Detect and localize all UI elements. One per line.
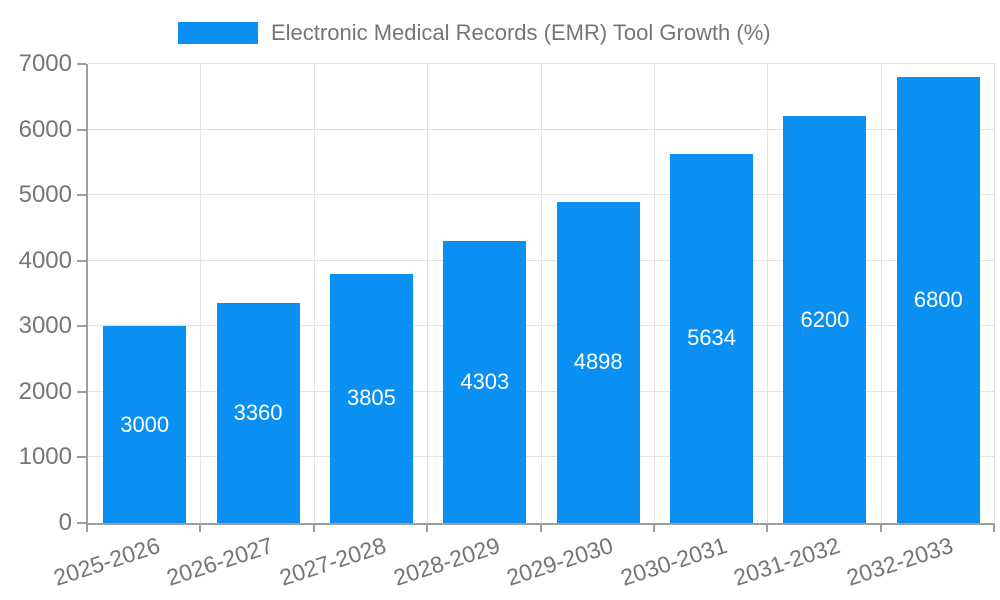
y-axis-label: 6000	[18, 115, 72, 143]
gridline-horizontal	[88, 128, 995, 130]
y-axis-tick	[77, 259, 86, 262]
gridline-horizontal	[88, 63, 995, 64]
y-axis-tick	[77, 128, 86, 131]
y-axis-tick	[77, 63, 86, 65]
bar[interactable]: 3805	[329, 273, 413, 523]
bar[interactable]: 3000	[103, 326, 187, 523]
bar-value-label: 4303	[460, 368, 510, 394]
y-axis-label: 3000	[18, 312, 72, 340]
bar-value-label: 3360	[233, 399, 283, 425]
legend-series-label: Electronic Medical Records (EMR) Tool Gr…	[271, 20, 771, 45]
gridline-vertical	[200, 64, 202, 523]
y-axis-label: 7000	[18, 50, 72, 77]
x-axis-tick	[652, 525, 655, 532]
x-axis-tick	[766, 525, 769, 532]
x-axis-tick	[879, 525, 882, 532]
y-axis-label: 5000	[18, 181, 72, 209]
y-axis-tick	[77, 325, 86, 328]
gridline-horizontal	[88, 259, 995, 261]
y-axis-label: 0	[58, 509, 72, 536]
x-axis-tick	[86, 525, 88, 532]
bar[interactable]: 4303	[443, 240, 527, 523]
gridline-vertical	[653, 64, 655, 523]
gridline-horizontal	[88, 456, 995, 458]
plot-area: 0 1000 2000 3000 4000 5000 6000 7000 3000 3360 380…	[19, 52, 995, 591]
bar-value-label: 5634	[687, 325, 737, 351]
bar-value-label: 3000	[120, 411, 170, 437]
gridline-vertical	[767, 64, 769, 523]
bar-value-label: 3805	[346, 385, 396, 411]
y-axis-tick	[77, 522, 86, 524]
x-axis-tick	[199, 525, 202, 532]
bar[interactable]: 3360	[216, 302, 300, 523]
y-axis-label: 1000	[18, 443, 72, 471]
bar[interactable]: 6800	[896, 77, 980, 523]
gridline-horizontal	[88, 325, 995, 327]
gridline-vertical	[880, 64, 882, 523]
legend-color-swatch	[178, 22, 258, 44]
bar[interactable]: 5634	[670, 153, 754, 523]
x-axis-tick	[312, 525, 315, 532]
y-axis-tick	[77, 194, 86, 197]
bar-value-label: 4898	[573, 349, 623, 375]
legend-item[interactable]: Electronic Medical Records (EMR) Tool Gr…	[178, 20, 771, 46]
x-axis-tick	[993, 525, 995, 532]
gridline-horizontal	[88, 390, 995, 392]
gridline-horizontal	[88, 194, 995, 196]
bar[interactable]: 6200	[783, 116, 867, 523]
y-axis-label: 2000	[18, 377, 72, 405]
gridline-vertical	[994, 64, 995, 523]
gridline-vertical	[427, 64, 429, 523]
bar[interactable]: 4898	[556, 201, 640, 523]
gridline-vertical	[540, 64, 542, 523]
y-axis-tick	[77, 456, 86, 459]
gridline-vertical	[313, 64, 315, 523]
y-axis-label: 4000	[18, 246, 72, 274]
x-axis-tick	[426, 525, 429, 532]
bar-value-label: 6200	[800, 306, 850, 332]
y-axis-tick	[77, 390, 86, 393]
x-axis-tick	[539, 525, 542, 532]
bar-value-label: 6800	[913, 287, 963, 313]
